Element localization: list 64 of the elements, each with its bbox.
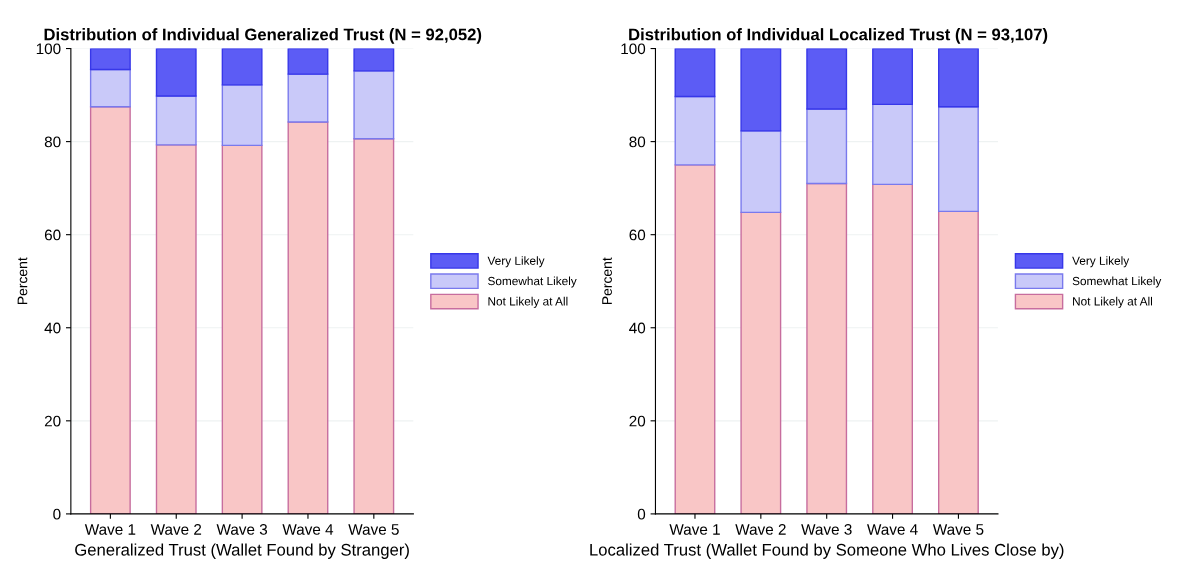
- bar: [287, 73, 329, 123]
- bar: [740, 130, 782, 214]
- bar: [674, 95, 716, 166]
- bar: [353, 138, 395, 514]
- x-axis-title: Localized Trust (Wallet Found by Someone Who Lives Close by): [590, 543, 1064, 559]
- bar: [89, 48, 131, 71]
- y-tick-label: 80: [629, 136, 646, 148]
- y-tick-label: 100: [36, 43, 61, 55]
- chart-title: Distribution of Individual Generalized Trust (N = 92,052): [44, 28, 482, 44]
- bar: [806, 108, 848, 185]
- x-tick-label: Wave 2: [150, 524, 202, 535]
- y-tick-label: 100: [621, 43, 646, 55]
- x-axis-title: Generalized Trust (Wallet Found by Stranger): [75, 543, 409, 559]
- y-tick-label: 0: [637, 508, 646, 520]
- x-tick-label: Wave 1: [669, 524, 720, 535]
- bar: [221, 48, 263, 86]
- legend-label: Not Likely at All: [1073, 296, 1153, 308]
- legend-label: Not Likely at All: [488, 296, 568, 308]
- bar: [287, 121, 329, 514]
- bar: [221, 84, 263, 147]
- bar: [806, 48, 848, 110]
- bar: [674, 48, 716, 98]
- bar: [806, 182, 848, 514]
- legend-label: Somewhat Likely: [488, 276, 577, 288]
- bar: [353, 48, 395, 72]
- y-axis-title: Percent: [602, 257, 612, 305]
- bar: [872, 48, 914, 106]
- y-tick-label: 60: [629, 229, 646, 241]
- x-tick-label: Wave 3: [216, 524, 268, 535]
- y-tick-label: 80: [44, 136, 61, 148]
- y-tick-label: 40: [44, 322, 61, 334]
- y-tick-label: 20: [44, 415, 61, 427]
- x-tick-label: Wave 4: [867, 524, 918, 535]
- x-tick-label: Wave 2: [735, 524, 786, 535]
- y-tick-label: 20: [629, 415, 646, 427]
- x-tick-label: Wave 5: [932, 524, 984, 535]
- bar: [221, 144, 263, 514]
- y-axis-title: Percent: [17, 257, 28, 305]
- bar: [937, 48, 979, 108]
- y-tick-label: 0: [53, 508, 61, 520]
- bar: [872, 183, 914, 514]
- bar: [674, 164, 716, 514]
- x-tick-label: Wave 5: [348, 524, 399, 535]
- bar: [937, 106, 979, 213]
- bar: [155, 95, 197, 146]
- legend-label: Very Likely: [487, 256, 545, 268]
- x-tick-label: Wave 3: [801, 524, 852, 535]
- x-tick-label: Wave 1: [84, 524, 136, 535]
- bar: [89, 68, 131, 108]
- bar: [155, 144, 197, 514]
- bar: [872, 103, 914, 186]
- legend-label: Very Likely: [1072, 256, 1130, 268]
- y-tick-label: 40: [629, 322, 646, 334]
- legend-label: Somewhat Likely: [1072, 276, 1162, 288]
- bar: [155, 48, 197, 97]
- bar: [353, 70, 395, 140]
- bar: [937, 210, 979, 514]
- x-tick-label: Wave 4: [282, 524, 334, 535]
- bar: [740, 211, 782, 514]
- bar: [89, 106, 131, 514]
- bar: [287, 48, 329, 75]
- bar: [740, 48, 782, 132]
- y-tick-label: 60: [44, 229, 61, 241]
- chart-title: Distribution of Individual Localized Trust (N = 93,107): [629, 28, 1048, 44]
